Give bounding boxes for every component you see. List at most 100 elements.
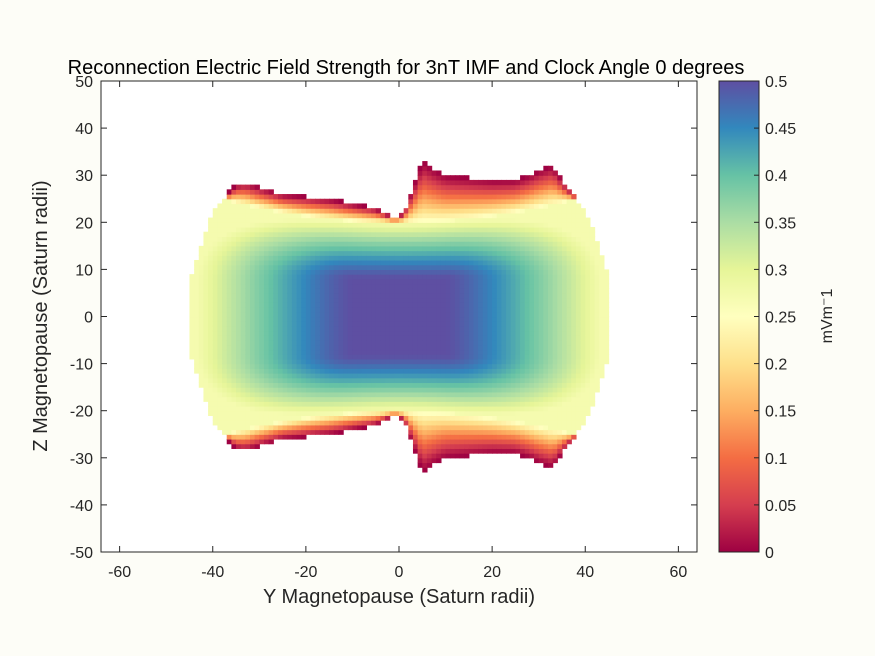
heatmap-cell	[506, 194, 512, 200]
heatmap-cell	[301, 410, 307, 417]
heatmap-cell	[198, 302, 205, 308]
heatmap-cell	[534, 349, 540, 355]
heatmap-cell	[543, 335, 549, 341]
heatmap-cell	[566, 354, 572, 360]
heatmap-cell	[310, 363, 316, 369]
heatmap-cell	[412, 368, 419, 374]
heatmap-cell	[529, 241, 535, 247]
heatmap-cell	[361, 269, 368, 275]
heatmap-cell	[548, 250, 554, 256]
heatmap-cell	[589, 264, 596, 270]
heatmap-cell	[426, 283, 433, 289]
heatmap-cell	[273, 212, 279, 219]
heatmap-cell	[412, 288, 419, 294]
heatmap-cell	[515, 354, 521, 360]
heatmap-cell	[203, 250, 209, 256]
heatmap-cell	[412, 264, 419, 270]
heatmap-cell	[440, 227, 447, 233]
heatmap-cell	[552, 321, 558, 327]
heatmap-cell	[585, 321, 591, 327]
heatmap-cell	[436, 391, 442, 398]
heatmap-cell	[347, 292, 354, 299]
heatmap-cell	[594, 255, 600, 261]
heatmap-cell	[454, 203, 461, 209]
heatmap-cell	[375, 283, 381, 289]
heatmap-cell	[520, 175, 526, 181]
heatmap-cell	[394, 231, 400, 238]
heatmap-cell	[254, 227, 260, 233]
heatmap-cell	[361, 236, 368, 242]
heatmap-cell	[454, 340, 461, 346]
heatmap-cell	[277, 335, 284, 341]
heatmap-cell	[375, 420, 381, 426]
heatmap-cell	[352, 358, 358, 365]
heatmap-cell	[506, 405, 512, 412]
heatmap-cell	[561, 307, 568, 313]
heatmap-cell	[208, 387, 214, 393]
heatmap-cell	[431, 335, 437, 341]
heatmap-cell	[296, 292, 302, 299]
heatmap-cell	[468, 434, 475, 440]
heatmap-cell	[422, 340, 428, 346]
heatmap-cell	[487, 217, 493, 223]
heatmap-cell	[226, 292, 232, 299]
heatmap-cell	[543, 405, 549, 412]
heatmap-cell	[450, 175, 456, 181]
heatmap-cell	[417, 297, 423, 303]
heatmap-cell	[240, 410, 246, 417]
heatmap-cell	[240, 316, 246, 322]
heatmap-cell	[473, 231, 479, 238]
heatmap-cell	[487, 231, 493, 238]
heatmap-cell	[291, 302, 298, 308]
heatmap-cell	[524, 410, 530, 417]
heatmap-cell	[254, 302, 260, 308]
heatmap-cell	[240, 184, 246, 190]
heatmap-cell	[459, 292, 465, 299]
heatmap-cell	[259, 264, 265, 270]
heatmap-cell	[333, 387, 340, 393]
heatmap-cell	[520, 373, 526, 379]
heatmap-cell	[291, 264, 298, 270]
heatmap-cell	[496, 377, 503, 384]
heatmap-cell	[282, 377, 288, 384]
heatmap-cell	[352, 222, 358, 228]
heatmap-cell	[310, 415, 316, 421]
heatmap-cell	[422, 184, 428, 190]
heatmap-cell	[408, 368, 414, 374]
heatmap-cell	[245, 321, 251, 327]
heatmap-cell	[417, 259, 423, 266]
heatmap-cell	[385, 250, 391, 256]
heatmap-cell	[333, 344, 340, 351]
heatmap-cell	[450, 420, 456, 426]
heatmap-cell	[422, 363, 428, 369]
heatmap-cell	[226, 259, 232, 266]
heatmap-cell	[357, 415, 363, 421]
heatmap-cell	[436, 198, 442, 205]
heatmap-cell	[291, 227, 298, 233]
heatmap-cell	[548, 429, 554, 435]
heatmap-cell	[254, 325, 260, 332]
heatmap-cell	[473, 194, 479, 200]
heatmap-cell	[426, 179, 433, 186]
heatmap-cell	[552, 358, 558, 365]
heatmap-cell	[543, 241, 549, 247]
heatmap-cell	[557, 424, 563, 431]
heatmap-cell	[487, 316, 493, 322]
heatmap-cell	[589, 335, 596, 341]
heatmap-cell	[240, 311, 246, 318]
heatmap-cell	[305, 203, 312, 209]
heatmap-cell	[557, 438, 563, 445]
heatmap-cell	[380, 358, 386, 365]
heatmap-cell	[333, 349, 340, 355]
heatmap-cell	[250, 194, 256, 200]
heatmap-cell	[464, 453, 470, 459]
heatmap-cell	[329, 373, 335, 379]
heatmap-cell	[468, 227, 475, 233]
heatmap-cell	[231, 231, 237, 238]
heatmap-cell	[515, 335, 521, 341]
heatmap-cell	[566, 288, 572, 294]
heatmap-cell	[361, 363, 368, 369]
heatmap-cell	[515, 217, 521, 223]
heatmap-cell	[473, 434, 479, 440]
